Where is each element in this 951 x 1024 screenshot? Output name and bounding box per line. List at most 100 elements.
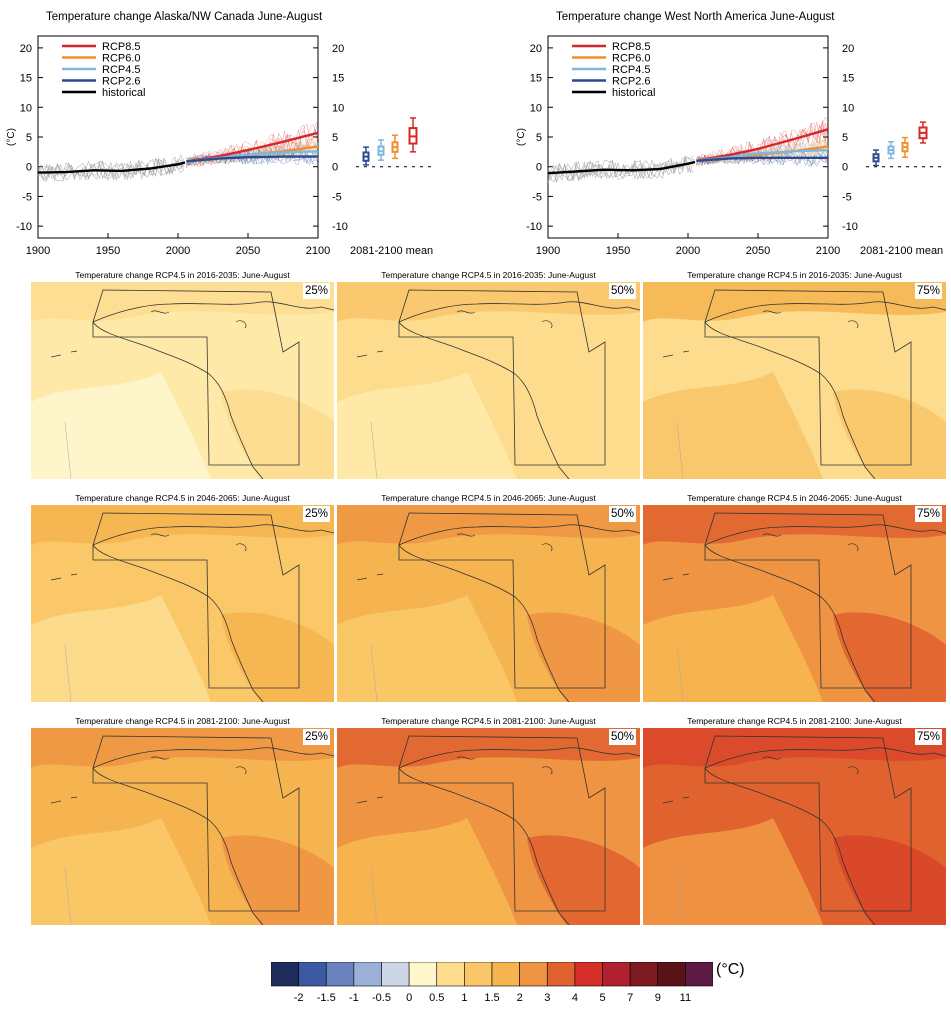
colorbar-tick-label: 2 bbox=[516, 992, 523, 1004]
legend-label: historical bbox=[612, 87, 655, 99]
colorbar-swatch bbox=[325, 962, 355, 987]
ensemble-line bbox=[186, 147, 319, 166]
coastline bbox=[92, 747, 334, 925]
coastline-detail bbox=[50, 756, 247, 804]
colorbar-swatch bbox=[574, 962, 603, 987]
region-outline bbox=[398, 512, 606, 689]
map-region bbox=[643, 818, 823, 925]
y-tick-label: -10 bbox=[332, 221, 348, 233]
ensemble-line bbox=[696, 117, 829, 167]
historical-ensemble-line bbox=[37, 159, 184, 182]
timeseries-right: Temperature change West North America Ju… bbox=[510, 0, 951, 262]
map-edge bbox=[370, 421, 378, 479]
map-panel: Temperature change RCP4.5 in 2081-2100: … bbox=[31, 715, 334, 937]
map-panel: Temperature change RCP4.5 in 2081-2100: … bbox=[643, 715, 946, 937]
colorbar-tick-label: -1 bbox=[348, 992, 359, 1004]
percentile-label: 50% bbox=[608, 506, 636, 522]
y-tick-label: 10 bbox=[842, 102, 854, 114]
legend-label: RCP4.5 bbox=[612, 64, 651, 76]
region-outline bbox=[704, 735, 912, 912]
x-tick-label: 2000 bbox=[166, 245, 190, 257]
colorbar-tick-label: 5 bbox=[599, 992, 606, 1004]
series-line bbox=[696, 156, 828, 162]
colorbar-tick-label: 0 bbox=[406, 992, 413, 1004]
legend-label: RCP8.5 bbox=[612, 41, 651, 53]
y-tick-label: 20 bbox=[20, 43, 32, 55]
map-region bbox=[337, 372, 517, 479]
map-title: Temperature change RCP4.5 in 2046-2065: … bbox=[687, 493, 902, 503]
series-line bbox=[37, 161, 186, 174]
map-panel: Temperature change RCP4.5 in 2081-2100: … bbox=[337, 715, 640, 937]
x-tick-label: 2050 bbox=[746, 245, 770, 257]
coastline bbox=[704, 524, 946, 702]
y-tick-label: 0 bbox=[536, 162, 542, 174]
colorbar-tick-label: 4 bbox=[571, 992, 578, 1004]
map-edge bbox=[676, 644, 684, 702]
mean-label: 2081-2100 mean bbox=[860, 245, 943, 257]
y-tick-label: 15 bbox=[530, 73, 542, 85]
temperature-map bbox=[31, 505, 334, 702]
y-axis-label: (°C) bbox=[516, 128, 527, 146]
coastline bbox=[704, 301, 946, 479]
map-title: Temperature change RCP4.5 in 2046-2065: … bbox=[75, 493, 290, 503]
historical-ensemble-line bbox=[37, 153, 184, 181]
y-axis-label: (°C) bbox=[6, 128, 17, 146]
legend-label: RCP6.0 bbox=[612, 53, 651, 65]
historical-ensemble-line bbox=[37, 158, 184, 181]
timeseries-chart: -10 -10 -5 -5 0 0 5 5 10 10 15 15 20 20 1900 1950 2000 20… bbox=[6, 35, 433, 257]
temperature-map bbox=[643, 728, 946, 925]
percentile-label: 50% bbox=[608, 283, 636, 299]
map-edge bbox=[676, 867, 684, 925]
map-panel: Temperature change RCP4.5 in 2046-2065: … bbox=[643, 492, 946, 714]
percentile-label: 75% bbox=[914, 506, 942, 522]
map-edge bbox=[64, 421, 72, 479]
coastline-detail bbox=[662, 756, 859, 804]
temperature-map bbox=[337, 282, 640, 479]
historical-ensemble-line bbox=[547, 160, 694, 181]
legend-label: RCP2.6 bbox=[102, 76, 141, 88]
coastline-detail bbox=[356, 533, 553, 581]
y-tick-label: 5 bbox=[332, 132, 338, 144]
legend-label: RCP6.0 bbox=[102, 53, 141, 65]
ensemble-line bbox=[696, 122, 829, 165]
timeseries-left: Temperature change Alaska/NW Canada June… bbox=[0, 0, 475, 262]
ensemble-line bbox=[696, 149, 829, 167]
y-tick-label: -5 bbox=[332, 191, 342, 203]
colorbar-tick-label: 7 bbox=[627, 992, 634, 1004]
colorbar-swatch bbox=[657, 962, 686, 987]
x-tick-label: 1900 bbox=[536, 245, 560, 257]
colorbar-swatch bbox=[408, 962, 438, 987]
colorbar bbox=[271, 962, 713, 987]
colorbar-tick-label: 1 bbox=[461, 992, 468, 1004]
temperature-map bbox=[337, 505, 640, 702]
colorbar-swatch bbox=[298, 962, 327, 987]
x-tick-label: 1900 bbox=[26, 245, 50, 257]
legend-label: RCP8.5 bbox=[102, 41, 141, 53]
map-panel: Temperature change RCP4.5 in 2016-2035: … bbox=[643, 269, 946, 491]
y-tick-label: 10 bbox=[20, 102, 32, 114]
map-region bbox=[833, 835, 946, 925]
coastline bbox=[398, 747, 640, 925]
colorbar-tick-label: 9 bbox=[654, 992, 661, 1004]
map-title: Temperature change RCP4.5 in 2016-2035: … bbox=[687, 270, 902, 280]
map-edge bbox=[370, 644, 378, 702]
colorbar-unit: (°C) bbox=[716, 961, 745, 978]
temperature-map bbox=[643, 282, 946, 479]
region-outline bbox=[92, 735, 300, 912]
ensemble-line bbox=[186, 142, 319, 166]
percentile-label: 75% bbox=[914, 283, 942, 299]
region-outline bbox=[398, 289, 606, 466]
map-region bbox=[221, 389, 334, 479]
map-region bbox=[221, 835, 334, 925]
y-tick-label: 10 bbox=[332, 102, 344, 114]
y-tick-label: 15 bbox=[332, 73, 344, 85]
x-tick-label: 2100 bbox=[306, 245, 330, 257]
colorbar-swatch bbox=[629, 962, 659, 987]
temperature-map bbox=[31, 728, 334, 925]
y-tick-label: 5 bbox=[842, 132, 848, 144]
x-tick-label: 2050 bbox=[236, 245, 260, 257]
colorbar-swatch bbox=[353, 962, 382, 987]
coastline-detail bbox=[50, 310, 247, 358]
map-edge bbox=[676, 421, 684, 479]
x-tick-label: 2100 bbox=[816, 245, 840, 257]
